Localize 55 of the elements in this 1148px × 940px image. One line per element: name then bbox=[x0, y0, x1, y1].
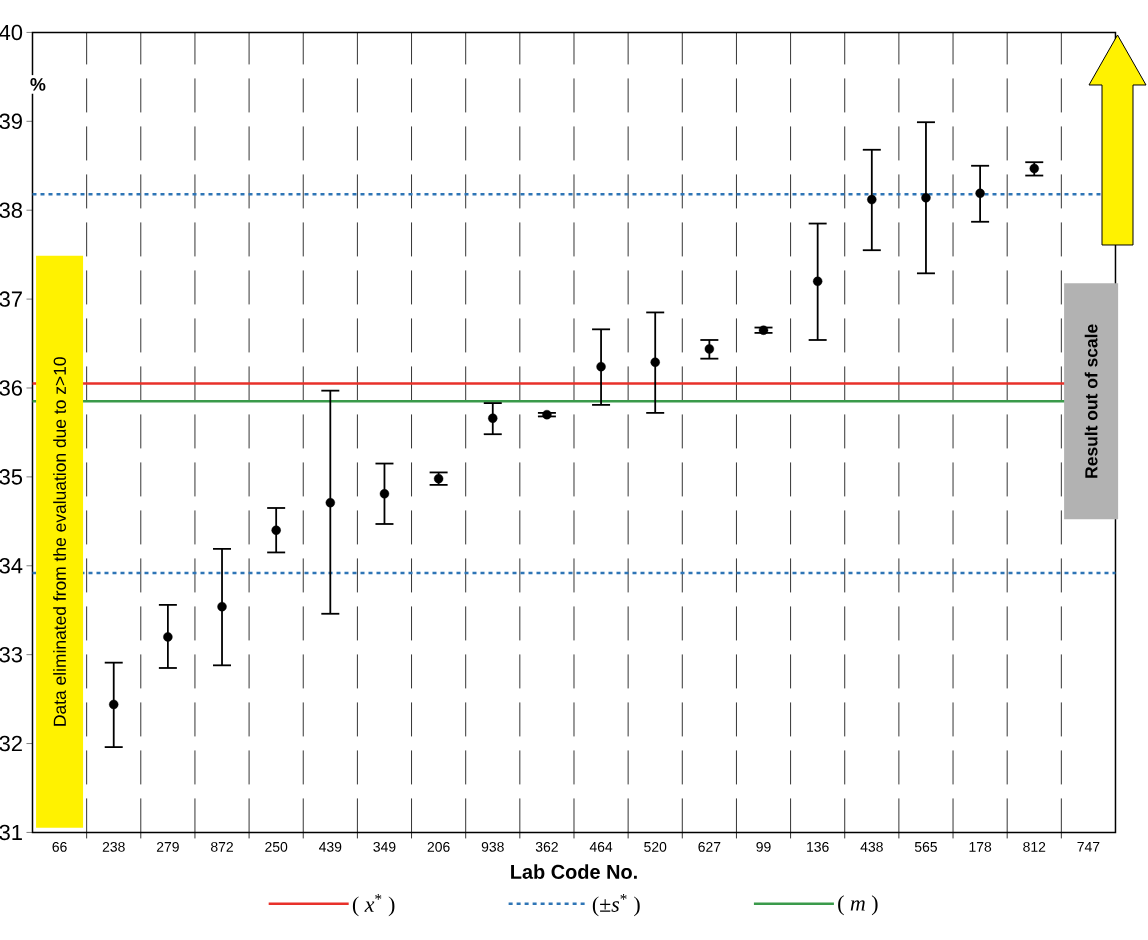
point bbox=[650, 357, 660, 367]
y-tick-label: 36 bbox=[0, 380, 23, 396]
y-tick-label: 37 bbox=[0, 291, 22, 307]
y-tick-label: 34 bbox=[0, 558, 23, 574]
x-tick-label: 99 bbox=[756, 841, 771, 852]
point bbox=[109, 699, 119, 710]
annotation: Data eliminated from the evaluation due to z>10 bbox=[53, 357, 66, 726]
x-tick-label: 464 bbox=[589, 841, 613, 852]
x-tick-label: 565 bbox=[914, 841, 937, 852]
point bbox=[542, 409, 552, 420]
point bbox=[325, 497, 336, 508]
x-tick-label: 938 bbox=[481, 841, 504, 852]
x-tick-label: 872 bbox=[210, 841, 233, 852]
x-tick-label: 238 bbox=[102, 841, 125, 852]
y-tick-label: 33 bbox=[0, 646, 23, 663]
point bbox=[1029, 163, 1039, 174]
point bbox=[271, 525, 281, 535]
y-tick-label: 31 bbox=[0, 824, 22, 841]
point bbox=[163, 632, 173, 642]
point bbox=[433, 473, 444, 484]
point bbox=[975, 188, 985, 199]
x-tick-label: 812 bbox=[1023, 841, 1046, 852]
y-tick-label: 38 bbox=[0, 202, 23, 218]
legend-label: ( x$^{*}$ ) bbox=[352, 894, 395, 917]
x-tick-label: 279 bbox=[156, 841, 179, 852]
point bbox=[867, 194, 877, 205]
legend-label: (±s$^{*}$ ) bbox=[592, 894, 640, 917]
point bbox=[217, 601, 227, 612]
x-axis-title: Lab Code No. bbox=[511, 864, 637, 879]
legend-label: ( m ) bbox=[838, 895, 878, 916]
annotation: Result out of scale bbox=[1084, 324, 1098, 478]
y-tick-label: 40 bbox=[0, 24, 23, 41]
point bbox=[758, 325, 769, 335]
point bbox=[488, 413, 498, 423]
x-tick-label: 178 bbox=[969, 841, 992, 852]
x-tick-label: 136 bbox=[807, 841, 829, 852]
point bbox=[704, 344, 715, 354]
y-axis-title: % bbox=[30, 78, 46, 91]
x-tick-label: 520 bbox=[644, 841, 667, 852]
point bbox=[596, 361, 606, 372]
y-tick-label: 35 bbox=[0, 469, 23, 485]
point bbox=[379, 489, 390, 499]
x-tick-label: 439 bbox=[318, 841, 342, 852]
x-tick-label: 627 bbox=[698, 841, 721, 852]
x-tick-label: 66 bbox=[52, 841, 67, 852]
x-tick-label: 349 bbox=[373, 841, 396, 852]
point bbox=[812, 276, 823, 287]
y-tick-label: 32 bbox=[0, 735, 22, 752]
x-tick-label: 747 bbox=[1077, 841, 1100, 852]
x-tick-label: 250 bbox=[265, 841, 288, 852]
x-tick-label: 362 bbox=[535, 841, 558, 852]
y-tick-label: 39 bbox=[0, 113, 22, 130]
x-tick-label: 438 bbox=[860, 841, 883, 852]
x-tick-label: 206 bbox=[427, 841, 450, 852]
point bbox=[921, 193, 931, 203]
